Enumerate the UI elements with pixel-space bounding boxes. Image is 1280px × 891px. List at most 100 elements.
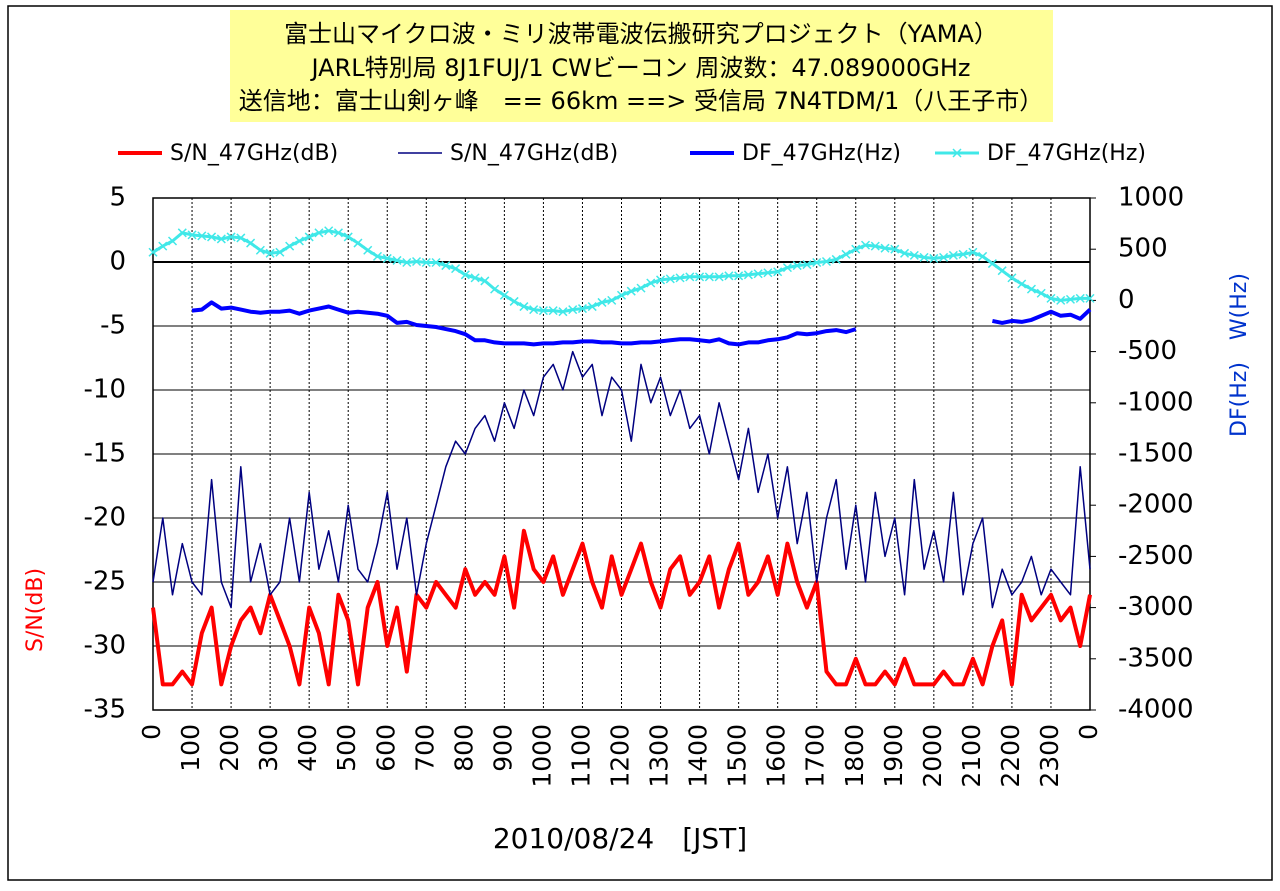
marker [792, 261, 802, 271]
marker [773, 267, 783, 277]
marker [665, 274, 675, 284]
marker [626, 286, 636, 296]
marker [1036, 288, 1046, 298]
marker [714, 272, 724, 282]
marker [958, 249, 968, 259]
legend-label: DF_47GHz(Hz) [742, 141, 901, 166]
x-tick-label: 2300 [1035, 724, 1064, 788]
marker [177, 228, 187, 238]
x-tick-label: 2200 [996, 724, 1025, 788]
marker [372, 251, 383, 261]
series-line [152, 350, 1091, 609]
x-tick-label: 500 [332, 724, 361, 772]
marker [363, 245, 373, 255]
legend-label: S/N_47GHz(dB) [450, 141, 618, 166]
marker [656, 275, 666, 285]
x-tick-label: 200 [215, 724, 244, 772]
marker [1085, 293, 1095, 303]
marker [538, 306, 548, 316]
y2-tick-label: -2000 [1118, 490, 1194, 520]
marker [597, 297, 607, 307]
marker [1007, 273, 1017, 283]
marker [685, 272, 695, 282]
x-tick-label: 1200 [606, 724, 635, 788]
marker [226, 232, 236, 242]
x-tick-label: 1300 [645, 724, 674, 788]
marker [734, 271, 744, 281]
marker [880, 243, 890, 253]
marker [704, 272, 714, 282]
marker [939, 252, 949, 262]
marker [148, 247, 158, 257]
marker [1046, 293, 1056, 303]
marker [216, 234, 226, 244]
x-tick-label: 1800 [840, 724, 869, 788]
y-tick-label: -15 [84, 439, 126, 469]
chart-title: 富士山マイクロ波・ミリ波帯電波伝搬研究プロジェクト（YAMA） [284, 20, 998, 48]
marker [509, 296, 519, 306]
marker [246, 238, 256, 248]
marker [568, 305, 578, 315]
x-tick-label: 1900 [879, 724, 908, 788]
y-tick-label: -30 [84, 631, 126, 661]
marker [978, 251, 988, 261]
marker [207, 232, 217, 242]
marker [636, 283, 646, 293]
marker [577, 304, 587, 314]
marker [1026, 284, 1036, 294]
y2-tick-label: -4000 [1118, 695, 1194, 725]
legend-label: DF_47GHz(Hz) [987, 141, 1146, 166]
marker [860, 240, 871, 250]
marker [402, 257, 412, 268]
marker [919, 252, 929, 262]
x-tick-label: 1600 [762, 724, 791, 788]
marker [987, 259, 997, 269]
marker [841, 249, 851, 259]
marker [431, 257, 441, 268]
y2-tick-label: -3500 [1118, 643, 1194, 673]
chart-title: 送信地：富士山剣ヶ峰 == 66km ==> 受信局 7N4TDM/1（八王子市… [239, 87, 1044, 115]
chart-title: JARL特別局 8J1FUJ/1 CWビーコン 周波数：47.089000GHz [310, 54, 971, 82]
marker [470, 273, 480, 283]
marker [392, 255, 402, 265]
title-box [230, 10, 1053, 122]
x-axis-label: 2010/08/24 [JST] [493, 822, 747, 855]
marker [529, 305, 539, 315]
y2-tick-label: 0 [1118, 285, 1135, 315]
marker [265, 248, 275, 258]
marker [695, 272, 705, 282]
marker [343, 232, 353, 242]
y2-tick-label: -2500 [1118, 541, 1194, 571]
y-tick-label: -10 [84, 375, 126, 405]
marker [1056, 295, 1066, 305]
marker [870, 241, 880, 251]
marker [460, 270, 470, 280]
x-tick-label: 1100 [566, 724, 595, 788]
marker [333, 228, 343, 238]
marker [441, 261, 451, 271]
x-tick-label: 700 [410, 724, 439, 772]
marker [616, 290, 627, 300]
marker [1075, 293, 1085, 303]
marker [451, 264, 461, 274]
series-line [191, 300, 1092, 347]
marker [275, 247, 285, 257]
marker [968, 247, 978, 257]
marker [412, 256, 422, 267]
marker [158, 241, 168, 251]
y2-tick-label: -1500 [1118, 439, 1194, 469]
marker [1017, 279, 1027, 289]
y2-tick-label: -3000 [1118, 592, 1194, 622]
marker [851, 244, 861, 254]
marker [324, 226, 334, 236]
marker [812, 257, 822, 268]
marker [646, 278, 656, 288]
marker [304, 232, 314, 242]
marker [587, 302, 597, 312]
marker [1065, 294, 1076, 304]
marker [782, 263, 792, 273]
marker [753, 269, 763, 279]
x-tick-label: 800 [449, 724, 478, 772]
marker [167, 236, 178, 246]
marker [743, 270, 753, 280]
